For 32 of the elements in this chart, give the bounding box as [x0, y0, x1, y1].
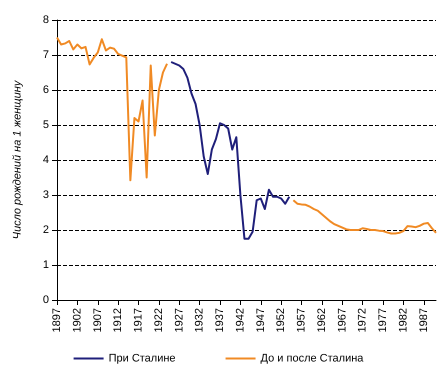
y-tick-label: 4 — [42, 154, 49, 166]
y-tick-label: 5 — [42, 119, 49, 131]
x-tick-label: 1937 — [214, 308, 226, 332]
x-tick-label: 1972 — [356, 308, 369, 332]
y-tick-label: 8 — [42, 14, 49, 26]
x-tick-label: 1982 — [397, 308, 410, 332]
y-tick-label: 1 — [42, 259, 49, 271]
x-tick-label: 1987 — [418, 308, 430, 332]
x-tick-label: 1952 — [275, 308, 288, 332]
x-tick-label: 1927 — [173, 308, 186, 332]
y-axis-title: Число рождений на 1 женщину — [12, 79, 24, 240]
y-tick-label: 6 — [42, 84, 49, 96]
line-series — [170, 61, 290, 240]
y-tick-label: 0 — [42, 294, 49, 306]
x-tick-label: 1912 — [112, 308, 124, 332]
y-tick-label: 3 — [42, 189, 49, 201]
x-tick-label: 1967 — [336, 308, 348, 332]
x-tick-label: 1902 — [71, 308, 84, 332]
legend-label: До и после Сталина — [260, 352, 364, 364]
legend-label: При Сталине — [108, 352, 176, 364]
x-tick-label: 1917 — [132, 308, 145, 332]
x-tick-label: 1897 — [51, 308, 63, 332]
y-tick-label: 7 — [42, 49, 49, 61]
x-tick-label: 1942 — [234, 308, 246, 332]
x-tick-label: 1957 — [296, 308, 308, 332]
y-tick-label: 2 — [42, 224, 49, 236]
x-tick-label: 1962 — [316, 308, 328, 332]
x-tick-label: 1907 — [92, 308, 104, 332]
x-tick-label: 1922 — [152, 308, 165, 332]
x-tick-label: 1947 — [254, 308, 267, 332]
x-tick-label: 1932 — [194, 308, 206, 332]
x-tick-label: 1977 — [377, 308, 390, 332]
